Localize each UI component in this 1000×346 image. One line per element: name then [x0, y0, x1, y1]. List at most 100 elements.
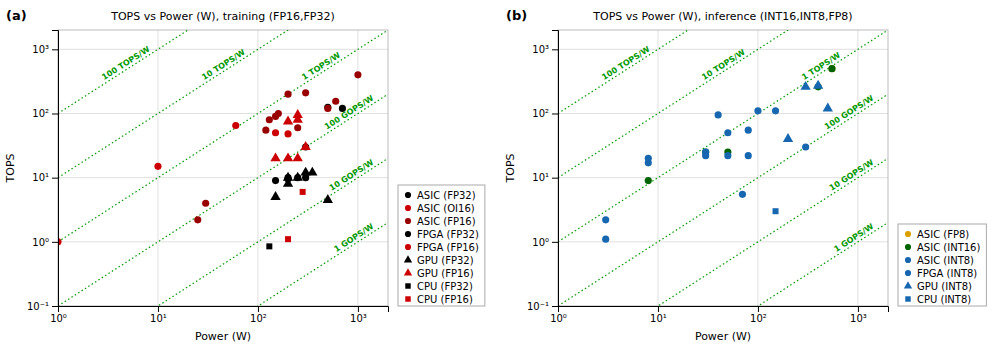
y-tick-mark — [52, 178, 58, 179]
legend-label: ASIC (OI16) — [417, 203, 475, 214]
x-tick-label: 10² — [750, 313, 767, 324]
legend-marker — [905, 296, 910, 301]
efficiency-label: 100 TOPS/W — [100, 45, 151, 82]
efficiency-label: 10 GOPS/W — [328, 158, 376, 193]
legend-marker — [905, 270, 911, 276]
x-tick-label: 10³ — [350, 313, 367, 324]
legend-marker — [405, 218, 411, 224]
point — [354, 71, 361, 78]
figure: 10⁰10¹10²10³10⁻¹10⁰10¹10²10³TOPS vs Powe… — [0, 0, 1000, 346]
legend: ASIC (FP32)ASIC (OI16)ASIC (FP16)FPGA (F… — [398, 185, 485, 306]
y-tick-mark — [52, 306, 58, 307]
y-grid-line — [58, 49, 388, 50]
point — [724, 152, 731, 159]
point — [645, 155, 652, 162]
x-grid-line — [757, 30, 758, 306]
x-axis: 10⁰10¹10²10³ — [50, 306, 388, 324]
point — [283, 116, 293, 125]
legend-label: ASIC (FP16) — [417, 216, 476, 227]
point — [324, 105, 331, 112]
y-tick: 10¹ — [32, 172, 58, 183]
efficiency-label: 10 TOPS/W — [200, 48, 247, 82]
y-tick: 10⁻¹ — [527, 301, 558, 312]
x-tick-label: 10¹ — [150, 313, 167, 324]
efficiency-label: 10 TOPS/W — [700, 48, 747, 82]
point — [645, 177, 652, 184]
point — [270, 152, 280, 161]
y-tick: 10² — [32, 108, 58, 119]
panel: 10⁰10¹10²10³10⁻¹10⁰10¹10²10³TOPS vs Powe… — [504, 0, 986, 346]
series — [58, 163, 162, 246]
efficiency-label: 1 TOPS/W — [800, 51, 842, 82]
y-tick-label: 10⁻¹ — [27, 301, 49, 312]
point — [739, 191, 746, 198]
point — [783, 133, 793, 142]
point — [284, 130, 291, 137]
series — [194, 71, 361, 223]
legend-label: CPU (FP32) — [417, 281, 473, 292]
point — [275, 110, 282, 117]
point — [802, 143, 809, 150]
efficiency-line — [558, 223, 888, 306]
legend-frame — [398, 185, 485, 306]
y-tick-mark — [52, 49, 58, 50]
point — [154, 163, 161, 170]
y-tick: 10¹ — [532, 172, 558, 183]
efficiency-line — [58, 158, 388, 306]
point — [293, 109, 303, 118]
point — [745, 127, 752, 134]
point — [283, 172, 293, 181]
point — [754, 107, 761, 114]
legend: ASIC (FP8)ASIC (INT16)ASIC (INT8)FPGA (I… — [898, 224, 986, 306]
efficiency-line — [58, 30, 388, 242]
point — [266, 243, 272, 249]
series — [266, 243, 272, 249]
efficiency-label: 100 GOPS/W — [323, 94, 375, 132]
x-tick-label: 10⁰ — [550, 313, 567, 324]
series — [602, 107, 809, 242]
point — [293, 152, 303, 161]
y-tick: 10² — [532, 108, 558, 119]
y-tick-label: 10¹ — [32, 172, 49, 183]
series — [702, 152, 752, 159]
y-tick-label: 10² — [532, 108, 549, 119]
y-tick: 10³ — [532, 44, 558, 55]
point — [283, 152, 293, 161]
legend-marker — [405, 283, 410, 288]
x-axis-title: Power (W) — [195, 330, 251, 343]
x-tick: 10¹ — [650, 306, 667, 324]
y-tick: 10⁰ — [32, 237, 58, 248]
point — [202, 200, 209, 207]
x-grid-line — [257, 30, 258, 306]
efficiency-label: 100 GOPS/W — [823, 94, 875, 132]
efficiency-line — [558, 158, 888, 306]
series — [285, 189, 306, 242]
legend-marker — [405, 244, 411, 250]
legend-marker — [405, 205, 411, 211]
point — [302, 89, 309, 96]
legend-marker — [404, 268, 412, 275]
efficiency-line — [558, 30, 888, 242]
y-axis: 10⁻¹10⁰10¹10²10³ — [527, 31, 559, 312]
point — [272, 177, 279, 184]
legend-marker — [405, 296, 410, 301]
efficiency-line — [58, 223, 388, 306]
title: TOPS vs Power (W), inference (INT16,INT8… — [592, 10, 852, 23]
title: TOPS vs Power (W), training (FP16,FP32) — [110, 10, 335, 23]
efficiency-line — [58, 30, 388, 178]
legend-label: ASIC (INT16) — [917, 242, 980, 253]
x-tick-mark — [658, 306, 659, 312]
panel-label: (a) — [6, 8, 27, 23]
point — [266, 116, 273, 123]
point — [323, 194, 333, 203]
point — [332, 98, 339, 105]
legend-marker — [404, 255, 412, 262]
point — [745, 152, 752, 159]
x-tick: 10² — [250, 306, 267, 324]
y-tick-mark — [552, 242, 558, 243]
series — [270, 167, 333, 203]
legend-label: FPGA (FP32) — [417, 229, 479, 240]
legend-label: GPU (FP16) — [417, 268, 474, 279]
point — [194, 216, 201, 223]
legend-label: CPU (INT8) — [917, 294, 971, 305]
